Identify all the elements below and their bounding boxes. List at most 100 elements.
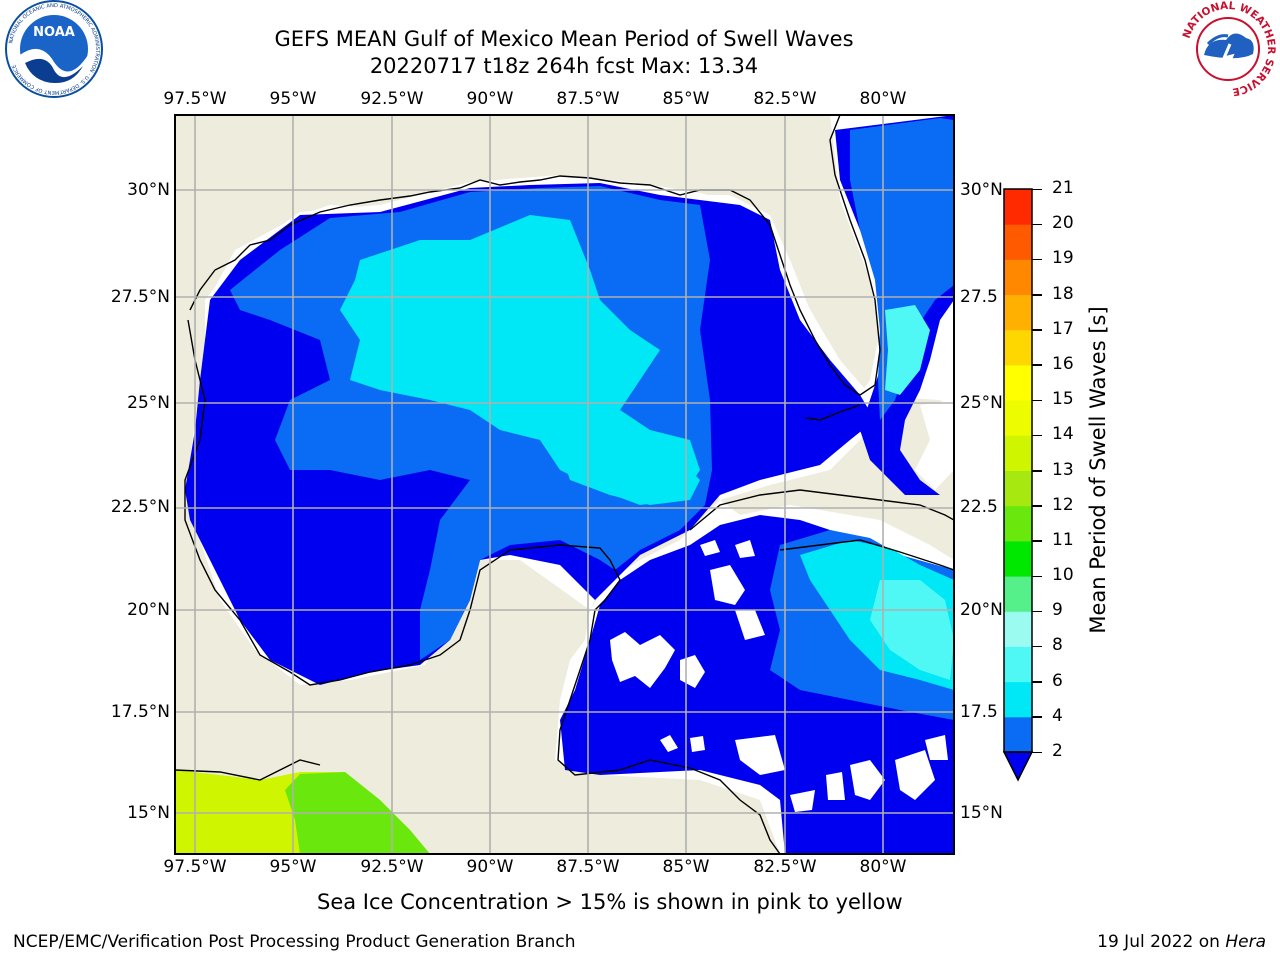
missing-patch [610,632,675,688]
colorbar-tick-label: 16 [1052,353,1074,374]
colorbar-tick-label: 14 [1052,424,1074,445]
noaa-logo: NOAA NATIONAL OCEANIC AND ATMOSPHERIC AD… [5,0,103,98]
missing-patch [710,565,745,605]
colorbar-segment [1004,189,1032,225]
missing-patch [850,760,885,800]
noaa-logo-text: NOAA [33,25,75,40]
plot-title: GEFS MEAN Gulf of Mexico Mean Period of … [274,27,854,51]
colorbar-tick-mark [1032,329,1042,331]
lon-label-top: 87.5°W [556,89,620,109]
missing-patch [826,772,845,800]
missing-patch [895,750,935,800]
footer-producer: NCEP/EMC/Verification Post Processing Pr… [13,932,576,952]
colorbar-tick-mark [1032,645,1042,648]
swell-6-cyan-gulf [340,215,700,505]
swell-6-cyan-gulf-south [560,440,700,505]
lon-label-bottom: 92.5°W [360,857,424,877]
colorbar-segment [1004,505,1032,542]
swell-6-cyan-atlantic [885,305,930,395]
colorbar-segment [1004,400,1032,436]
colorbar-segment [1004,681,1032,718]
lon-label-top: 92.5°W [360,89,424,109]
missing-patch [790,790,815,812]
colorbar-segment [1004,435,1032,471]
colorbar-tick-label: 19 [1052,248,1074,269]
colorbar-segment [1004,224,1032,260]
lon-label-bottom: 80°W [859,857,907,877]
lon-label-bottom: 87.5°W [556,857,620,877]
colorbar-segment [1004,576,1032,612]
colorbar-tick-label: 11 [1052,529,1074,550]
missing-patch [700,540,720,556]
colorbar-tick-mark [1032,470,1042,472]
colorbar-tick-label: 20 [1052,213,1074,234]
lon-label-bottom: 95°W [269,857,317,877]
colorbar-tick-label: 17 [1052,318,1074,339]
missing-patch [735,540,755,558]
lat-label-right: 17.5 [960,702,998,722]
colorbar-tick-label: 15 [1052,389,1074,410]
lon-label-top: 82.5°W [753,89,817,109]
colorbar-segment [1004,716,1032,753]
map-frame [174,114,955,855]
colorbar-tick-mark [1032,399,1042,402]
coastlines [175,115,954,854]
colorbar-segment [1004,470,1032,507]
footer-host: Hera [1225,932,1266,952]
colorbar-segment [1004,540,1032,577]
colorbar-tick-mark [1032,188,1042,190]
colorbar-tick-mark [1032,575,1042,578]
colorbar-tick-mark [1032,223,1042,226]
lat-label-right: 20°N [960,600,1003,620]
colorbar-segment [1004,364,1032,401]
lon-label-top: 85°W [662,89,710,109]
colorbar-tick-label: 6 [1052,670,1063,691]
colorbar-segment [1004,611,1032,647]
map-plot-area [175,115,954,854]
colorbar-label: Mean Period of Swell Waves [s] [1086,306,1110,634]
colorbar-segment [1004,646,1032,683]
nws-logo: NATIONAL WEATHER SERVICE [1181,0,1277,98]
lat-label-left: 30°N [127,180,170,200]
lon-label-bottom: 85°W [662,857,710,877]
lat-label-right: 15°N [960,803,1003,823]
lat-label-right: 22.5 [960,497,998,517]
colorbar-tick-label: 4 [1052,705,1063,726]
lat-label-left: 15°N [127,803,170,823]
lon-label-bottom: 90°W [466,857,514,877]
lat-label-left: 20°N [127,600,170,620]
plot-subtitle: 20220717 t18z 264h fcst Max: 13.34 [369,54,759,78]
colorbar-tick-mark [1032,505,1042,507]
missing-patch [660,735,678,752]
swell-4-band-atlantic [850,118,954,420]
lat-label-left: 25°N [127,393,170,413]
missing-patch [925,735,948,760]
colorbar-segment [1004,294,1032,331]
colorbar-tick-mark [1032,751,1042,753]
missing-patch [690,736,705,752]
missing-patch [735,610,765,640]
colorbar-tick-label: 10 [1052,565,1074,586]
sea-ice-note: Sea Ice Concentration > 15% is shown in … [317,890,903,914]
lon-label-top: 97.5°W [163,89,227,109]
missing-patch [915,400,954,490]
lon-label-bottom: 82.5°W [753,857,817,877]
footer-date-text: 19 Jul 2022 on [1097,932,1226,952]
lon-label-top: 80°W [859,89,907,109]
colorbar-under-arrow [1002,751,1034,782]
colorbar-tick-mark [1032,681,1042,683]
lon-label-bottom: 97.5°W [163,857,227,877]
lat-label-left: 17.5°N [110,702,170,722]
colorbar-tick-label: 12 [1052,494,1074,515]
colorbar-tick-mark [1032,434,1042,437]
lat-label-right: 25°N [960,393,1003,413]
missing-patch [735,735,785,775]
colorbar-tick-label: 9 [1052,600,1063,621]
colorbar-tick-mark [1032,258,1042,261]
colorbar [1004,189,1032,753]
lat-label-right: 30°N [960,180,1003,200]
colorbar-segment [1004,259,1032,296]
colorbar-tick-mark [1032,364,1042,366]
gridlines [175,115,954,854]
lat-label-right: 27.5 [960,287,998,307]
